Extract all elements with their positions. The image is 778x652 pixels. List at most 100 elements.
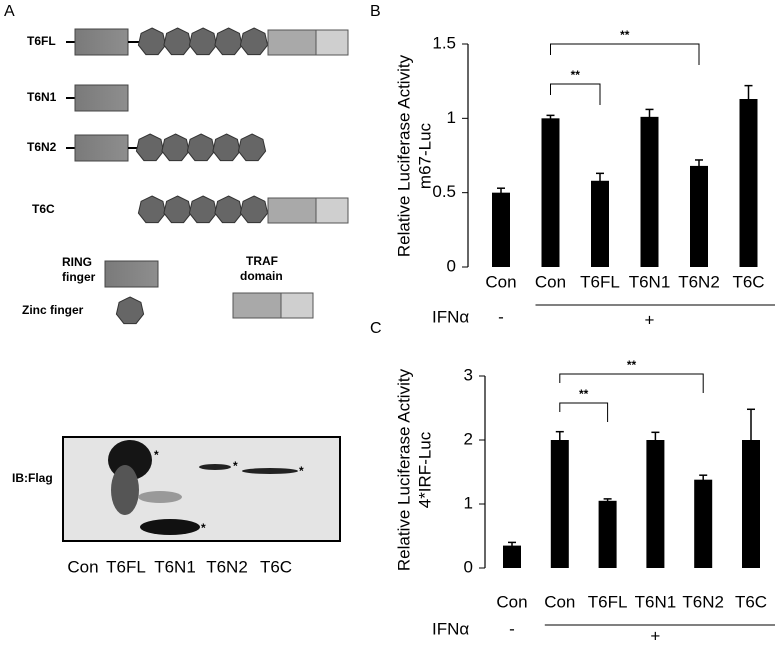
traf-domain bbox=[232, 292, 282, 319]
western-blot: IB:Flag * * * * Con T6FL T6N1 T6N2 T6C bbox=[12, 436, 341, 576]
construct-label: T6N2 bbox=[27, 140, 57, 154]
lane-label: T6C bbox=[260, 557, 292, 576]
zinc-finger bbox=[163, 195, 192, 224]
significance-bracket bbox=[550, 83, 601, 105]
panel-label: C bbox=[370, 320, 382, 337]
x-tick-label: T6N1 bbox=[635, 592, 677, 611]
zinc-finger bbox=[212, 133, 241, 162]
y-tick-label: 1.5 bbox=[432, 33, 456, 52]
panel-label: B bbox=[370, 3, 381, 20]
construct-diagram: T6FL T6N1 T6N2 T6C RING finger Zinc fing… bbox=[22, 34, 283, 317]
treatment-level: + bbox=[650, 626, 660, 645]
antibody-label: IB:Flag bbox=[12, 471, 53, 485]
x-tick-label: Con bbox=[496, 592, 527, 611]
zinc-finger bbox=[161, 133, 190, 162]
zinc-finger bbox=[214, 27, 243, 56]
y-axis-subtitle: m67-Luc bbox=[415, 122, 434, 189]
x-tick-label: T6C bbox=[732, 272, 764, 291]
significance-bracket bbox=[559, 402, 609, 422]
lane-label: T6N1 bbox=[154, 557, 196, 576]
bar bbox=[492, 192, 510, 267]
y-tick-label: 1 bbox=[464, 493, 473, 512]
bar bbox=[550, 440, 569, 568]
legend-label: RING bbox=[62, 255, 92, 269]
zinc-finger bbox=[135, 133, 165, 162]
legend-label: Zinc finger bbox=[22, 303, 84, 317]
traf-domain bbox=[315, 197, 349, 224]
legend-label: domain bbox=[240, 269, 283, 283]
x-tick-label: Con bbox=[535, 272, 566, 291]
zinc-finger bbox=[239, 195, 269, 224]
y-tick-label: 3 bbox=[464, 365, 473, 384]
traf-domain bbox=[280, 292, 314, 319]
ring-finger bbox=[74, 134, 129, 162]
zinc-finger bbox=[115, 296, 145, 325]
y-tick-label: 0 bbox=[464, 557, 473, 576]
zinc-finger bbox=[163, 27, 192, 56]
band-marker: * bbox=[201, 521, 206, 535]
ring-finger bbox=[74, 84, 129, 112]
x-tick-label: T6FL bbox=[580, 272, 620, 291]
legend-label: finger bbox=[62, 270, 96, 284]
band-marker: * bbox=[154, 448, 159, 462]
y-tick-label: 2 bbox=[464, 429, 473, 448]
bar bbox=[690, 165, 708, 267]
construct-label: T6FL bbox=[27, 34, 56, 48]
x-tick-label: T6N1 bbox=[629, 272, 671, 291]
significance-bracket bbox=[559, 373, 704, 393]
x-tick-label: T6N2 bbox=[678, 272, 720, 291]
traf-domain bbox=[315, 29, 349, 56]
bar bbox=[739, 99, 758, 267]
significance-label: ** bbox=[571, 68, 581, 82]
zinc-finger bbox=[239, 27, 269, 56]
zinc-finger bbox=[188, 195, 218, 224]
zinc-finger bbox=[137, 27, 167, 56]
treatment-level: - bbox=[498, 307, 504, 326]
treatment-level: + bbox=[645, 310, 655, 329]
significance-label: ** bbox=[627, 358, 637, 372]
y-axis-label: Relative Luciferase Activity bbox=[394, 54, 413, 257]
y-tick-label: 1 bbox=[447, 108, 456, 127]
x-tick-label: Con bbox=[544, 592, 575, 611]
bar bbox=[503, 545, 521, 568]
band-marker: * bbox=[233, 459, 238, 473]
x-tick-label: T6N2 bbox=[682, 592, 724, 611]
significance-label: ** bbox=[579, 387, 589, 401]
bar bbox=[598, 500, 617, 568]
zinc-finger bbox=[237, 133, 267, 162]
ring-finger bbox=[104, 260, 159, 288]
y-axis-subtitle: 4*IRF-Luc bbox=[415, 431, 434, 508]
zinc-finger bbox=[186, 133, 216, 162]
zinc-finger bbox=[188, 27, 218, 56]
ring-finger bbox=[74, 28, 129, 56]
construct-label: T6N1 bbox=[27, 90, 57, 104]
x-tick-label: T6FL bbox=[588, 592, 628, 611]
bar bbox=[742, 440, 760, 568]
x-tick-label: Con bbox=[485, 272, 516, 291]
lane-label: T6N2 bbox=[206, 557, 248, 576]
legend-label: TRAF bbox=[246, 254, 278, 268]
construct-label: T6C bbox=[32, 202, 55, 216]
bar bbox=[541, 118, 560, 267]
significance-bracket bbox=[550, 43, 700, 65]
treatment-label: IFNα bbox=[432, 307, 469, 326]
zinc-finger bbox=[137, 195, 167, 224]
x-tick-label: T6C bbox=[735, 592, 767, 611]
treatment-level: - bbox=[509, 619, 515, 638]
y-tick-label: 0 bbox=[447, 256, 456, 275]
y-axis-label: Relative Luciferase Activity bbox=[394, 368, 413, 571]
lane-label: Con bbox=[67, 557, 98, 576]
traf-domain bbox=[267, 29, 317, 56]
significance-label: ** bbox=[620, 28, 630, 42]
y-tick-label: 0.5 bbox=[432, 182, 456, 201]
bar bbox=[694, 479, 713, 568]
zinc-finger bbox=[214, 195, 243, 224]
band-marker: * bbox=[299, 464, 304, 478]
panel-label: A bbox=[4, 3, 15, 20]
bar bbox=[591, 180, 609, 267]
bar bbox=[640, 116, 659, 267]
bar-chart: C 0 1 2 3 Relative Luciferase Activity 4*IRF-L… bbox=[370, 320, 775, 645]
traf-domain bbox=[267, 197, 317, 224]
bar bbox=[646, 440, 665, 568]
